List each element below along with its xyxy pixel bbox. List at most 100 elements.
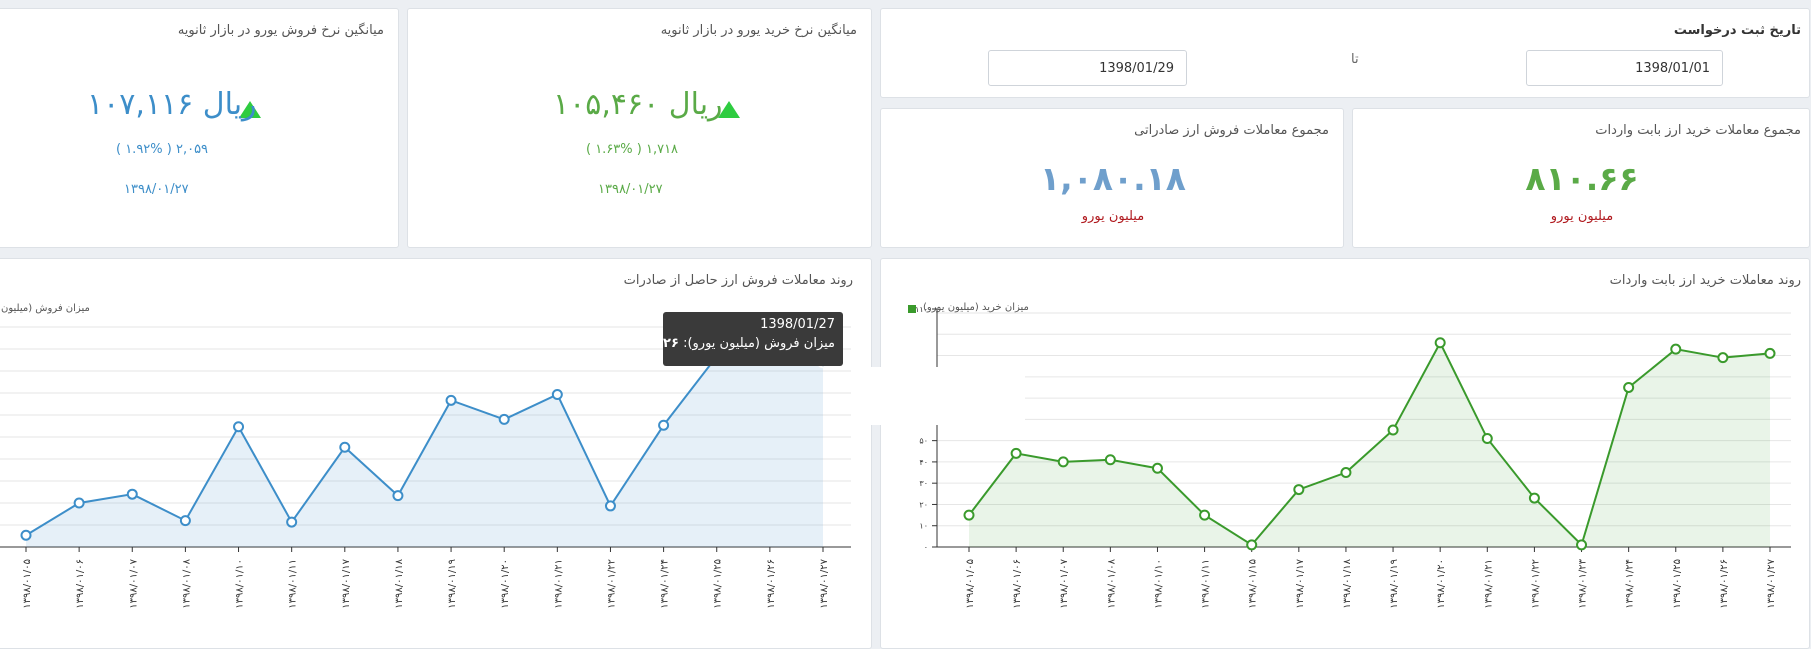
data-point	[1246, 539, 1258, 551]
x-tick-label: ۱۳۹۸/۰۱/۱۰	[1153, 559, 1164, 609]
x-tick-label: ۱۳۹۸/۰۱/۱۱	[1201, 559, 1212, 609]
data-point	[1293, 484, 1305, 496]
y-tick-label: ۵۰	[919, 437, 928, 446]
data-point	[604, 500, 616, 512]
imports-total-value: ۸۱۰.۶۶	[1525, 159, 1639, 198]
data-point	[1481, 433, 1493, 445]
to-date-input[interactable]	[988, 50, 1187, 86]
buy-rate-change: ( ۱.۶۳% ) ۱,۷۱۸	[586, 142, 679, 157]
exports-total-card: مجموع معاملات فروش ارز صادراتی ۱,۰۸۰.۱۸ …	[880, 108, 1344, 248]
data-point	[1057, 456, 1069, 468]
tooltip-date: 1398/01/27	[760, 317, 835, 332]
x-tick-label: ۱۳۹۸/۰۱/۱۵	[1248, 559, 1259, 609]
x-tick-label: ۱۳۹۸/۰۱/۰۷	[1059, 558, 1070, 608]
x-tick-label: ۱۳۹۸/۰۱/۲۰	[1436, 559, 1447, 609]
data-point	[1387, 424, 1399, 436]
export-trend-card: روند معاملات فروش ارز حاصل از صادرات میز…	[0, 258, 872, 649]
y-tick-label: ۰	[924, 543, 928, 552]
x-tick-label: ۱۳۹۸/۰۱/۰۸	[181, 558, 192, 608]
x-tick-label: ۱۳۹۸/۰۱/۱۹	[1389, 559, 1400, 609]
export-trend-title: روند معاملات فروش ارز حاصل از صادرات	[623, 273, 853, 288]
data-point	[1528, 492, 1540, 504]
tooltip-row: میزان فروش (میلیون یورو): ۱۲۶	[655, 336, 835, 351]
x-tick-label: ۱۳۹۸/۰۱/۲۰	[500, 559, 511, 609]
imports-total-title: مجموع معاملات خرید ارز بابت واردات	[1595, 123, 1801, 138]
x-tick-label: ۱۳۹۸/۰۱/۰۵	[965, 559, 976, 609]
data-point	[1764, 347, 1776, 359]
buy-rate-title: میانگین نرخ خرید یورو در بازار ثانویه	[660, 23, 857, 38]
data-point	[1151, 462, 1163, 474]
x-tick-label: ۱۳۹۸/۰۱/۲۷	[1766, 558, 1777, 608]
exports-total-value: ۱,۰۸۰.۱۸	[1040, 159, 1186, 198]
data-point	[551, 388, 563, 400]
x-tick-label: ۱۳۹۸/۰۱/۰۵	[22, 559, 33, 609]
x-tick-label: ۱۳۹۸/۰۱/۱۹	[447, 559, 458, 609]
import-trend-title: روند معاملات خرید ارز بابت واردات	[1609, 273, 1801, 288]
import-legend-label: میزان خرید (میلیون یورو)	[923, 302, 1029, 313]
sell-rate-title: میانگین نرخ فروش یورو در بازار ثانویه	[177, 23, 384, 38]
x-tick-label: ۱۳۹۸/۰۱/۲۴	[660, 559, 671, 609]
data-point	[1717, 352, 1729, 364]
data-point	[126, 488, 138, 500]
sell-rate-change: ( ۱.۹۲% ) ۲,۰۵۹	[116, 142, 209, 157]
series-line	[25, 340, 824, 537]
data-point	[445, 394, 457, 406]
buy-rate-date: ۱۳۹۸/۰۱/۲۷	[598, 182, 663, 197]
export-chart-tooltip: 1398/01/27 میزان فروش (میلیون یورو): ۱۲۶	[655, 312, 843, 366]
date-filter-card: تاریخ ثبت درخواست تا	[880, 8, 1810, 98]
to-label: تا	[1351, 52, 1359, 67]
data-point	[1340, 467, 1352, 479]
data-point	[1576, 539, 1588, 551]
y-tick-label: ۳۰	[919, 479, 928, 488]
data-point	[286, 516, 298, 528]
data-point	[1010, 447, 1022, 459]
x-tick-label: ۱۳۹۸/۰۱/۲۲	[606, 559, 617, 609]
x-tick-label: ۱۳۹۸/۰۱/۲۱	[1483, 559, 1494, 609]
x-tick-label: ۱۳۹۸/۰۱/۲۵	[713, 559, 724, 609]
y-tick-label: ۲۰	[919, 500, 928, 509]
x-tick-label: ۱۳۹۸/۰۱/۲۶	[1719, 559, 1730, 609]
buy-rate-value: ۱۰۵,۴۶۰ ریال	[553, 87, 723, 122]
x-tick-label: ۱۳۹۸/۰۱/۱۱	[288, 559, 299, 609]
imports-total-card: مجموع معاملات خرید ارز بابت واردات ۸۱۰.۶…	[1352, 108, 1810, 248]
sell-rate-card: میانگین نرخ فروش یورو در بازار ثانویه ۱۰…	[0, 8, 399, 248]
data-point	[73, 497, 85, 509]
data-point	[1434, 337, 1446, 349]
series-area	[969, 342, 1770, 547]
y-tick-label: ۴۰	[919, 458, 928, 467]
data-point	[179, 515, 191, 527]
data-point	[1199, 509, 1211, 521]
data-point	[658, 419, 670, 431]
x-tick-label: ۱۳۹۸/۰۱/۰۸	[1106, 558, 1117, 608]
date-filter-title: تاریخ ثبت درخواست	[1673, 23, 1801, 38]
y-tick-label: ۱۱۰	[915, 305, 928, 314]
series-area	[26, 341, 823, 547]
x-tick-label: ۱۳۹۸/۰۱/۱۷	[1295, 558, 1306, 608]
data-point	[20, 529, 32, 541]
data-point	[392, 490, 404, 502]
sell-rate-value: ۱۰۷,۱۱۶ ریال	[87, 87, 257, 122]
import-legend-swatch	[908, 305, 916, 313]
x-tick-label: ۱۳۹۸/۰۱/۲۱	[553, 559, 564, 609]
series-line	[968, 340, 1771, 547]
y-tick-label: ۱۰	[919, 522, 928, 531]
x-tick-label: ۱۳۹۸/۰۱/۰۷	[128, 558, 139, 608]
imports-total-unit: میلیون یورو	[1550, 209, 1614, 224]
data-point	[1670, 343, 1682, 355]
x-tick-label: ۱۳۹۸/۰۱/۲۴	[1625, 559, 1636, 609]
exports-total-title: مجموع معاملات فروش ارز صادراتی	[1134, 123, 1329, 138]
x-tick-label: ۱۳۹۸/۰۱/۱۷	[341, 558, 352, 608]
data-point	[1104, 454, 1116, 466]
exports-total-unit: میلیون یورو	[1081, 209, 1145, 224]
x-tick-label: ۱۳۹۸/۰۱/۱۰	[235, 559, 246, 609]
export-legend-label: میزان فروش (میلیون	[1, 303, 90, 314]
x-tick-label: ۱۳۹۸/۰۱/۰۶	[75, 559, 86, 609]
data-point	[339, 441, 351, 453]
export-trend-chart: ۱۳۹۸/۰۱/۰۵ ۱۳۹۸/۰۱/۰۶ ۱۳۹۸/۰۱/۰۷ ۱۳۹۸/۰۱/۰۸…	[0, 326, 851, 609]
from-date-input[interactable]	[1526, 50, 1723, 86]
x-tick-label: ۱۳۹۸/۰۱/۲۶	[766, 559, 777, 609]
buy-rate-card: میانگین نرخ خرید یورو در بازار ثانویه ۱۰…	[407, 8, 872, 248]
x-tick-label: ۱۳۹۸/۰۱/۱۸	[394, 558, 405, 608]
up-triangle-icon	[239, 101, 261, 118]
sell-rate-date: ۱۳۹۸/۰۱/۲۷	[124, 182, 189, 197]
